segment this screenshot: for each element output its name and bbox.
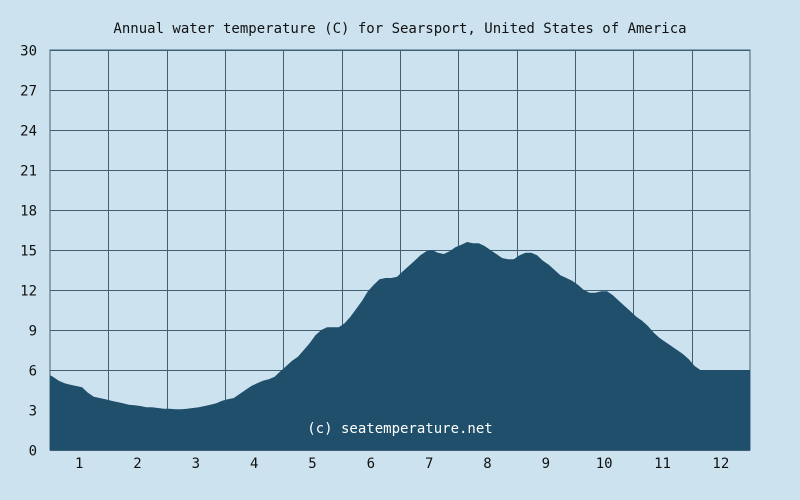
y-tick-label: 12 — [20, 284, 37, 300]
y-tick-label: 24 — [20, 124, 37, 140]
x-tick-label: 5 — [308, 456, 316, 472]
x-tick-label: 3 — [192, 456, 200, 472]
watermark: (c) seatemperature.net — [307, 421, 492, 437]
y-tick-label: 18 — [20, 204, 37, 220]
y-tick-label: 30 — [20, 44, 37, 60]
x-tick-label: 6 — [367, 456, 375, 472]
x-tick-label: 2 — [133, 456, 141, 472]
series-area-layer — [50, 242, 750, 450]
y-tick-label: 6 — [29, 364, 37, 380]
y-tick-label: 0 — [29, 444, 37, 460]
x-tick-label: 11 — [654, 456, 671, 472]
x-tick-label: 8 — [483, 456, 491, 472]
x-tick-label: 12 — [712, 456, 729, 472]
x-tick-label: 4 — [250, 456, 258, 472]
x-tick-label: 1 — [75, 456, 83, 472]
x-tick-label: 9 — [542, 456, 550, 472]
y-tick-label: 15 — [20, 244, 37, 260]
x-tick-label: 7 — [425, 456, 433, 472]
x-tick-label: 10 — [596, 456, 613, 472]
series-area — [50, 242, 750, 450]
y-tick-label: 9 — [29, 324, 37, 340]
y-tick-label: 21 — [20, 164, 37, 180]
y-tick-label: 27 — [20, 84, 37, 100]
y-tick-label: 3 — [29, 404, 37, 420]
chart-title: Annual water temperature (C) for Searspo… — [113, 21, 686, 37]
